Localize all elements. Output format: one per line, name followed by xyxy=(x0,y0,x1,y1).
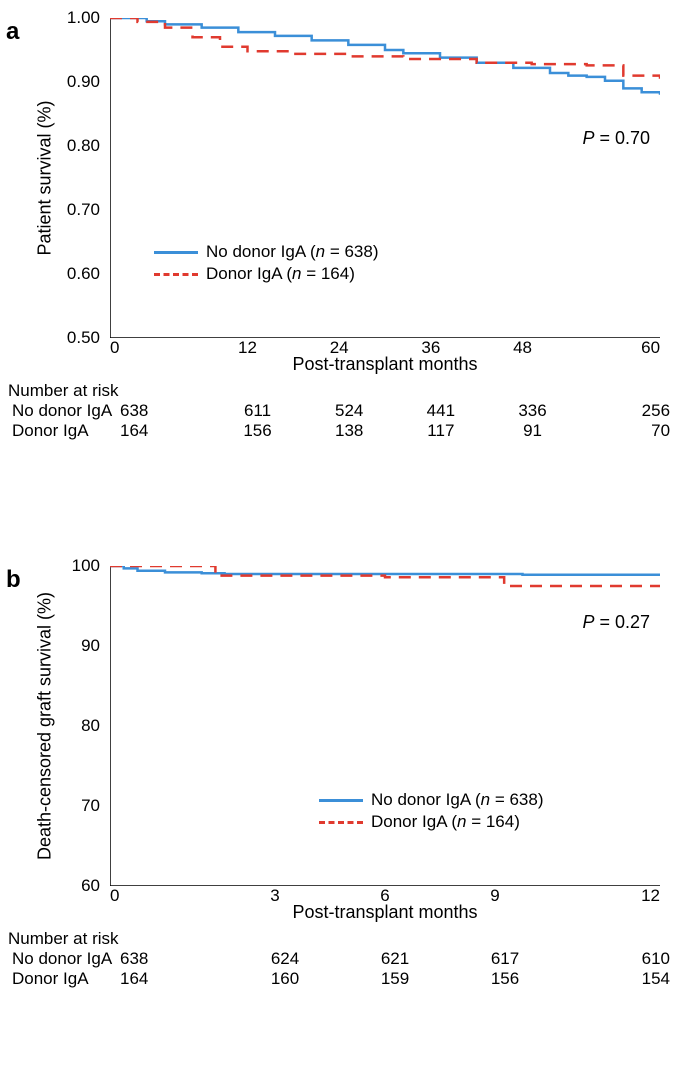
panel-b-risk-table: Number at risk No donor IgA6386246216176… xyxy=(0,929,688,989)
risk-cell: 638 xyxy=(120,401,212,421)
risk-cell: 621 xyxy=(340,949,450,969)
legend-swatch xyxy=(319,821,363,824)
panel-b-pvalue: P = 0.27 xyxy=(582,612,650,633)
risk-cell: 617 xyxy=(450,949,560,969)
xtick-label: 12 xyxy=(202,338,294,358)
legend-item: Donor IgA (n = 164) xyxy=(319,812,544,832)
panel-b-legend: No donor IgA (n = 638)Donor IgA (n = 164… xyxy=(319,790,544,834)
panel-b-svg xyxy=(110,566,660,886)
panel-a-svg xyxy=(110,18,660,338)
risk-cell: 624 xyxy=(230,949,340,969)
risk-cell: 336 xyxy=(487,401,579,421)
panel-b: b Death-censored graft survival (%) 6070… xyxy=(0,566,688,1046)
risk-cell: 256 xyxy=(578,401,670,421)
risk-cell: 164 xyxy=(120,969,230,989)
ytick-label: 70 xyxy=(81,796,110,816)
legend-item: No donor IgA (n = 638) xyxy=(154,242,379,262)
xtick-label: 0 xyxy=(110,886,220,906)
ytick-label: 0.70 xyxy=(67,200,110,220)
figure: a Patient survival (%) 0.500.600.700.800… xyxy=(0,18,688,1046)
risk-row-label: No donor IgA xyxy=(0,949,120,969)
risk-cell: 611 xyxy=(212,401,304,421)
panel-b-ylabel: Death-censored graft survival (%) xyxy=(35,592,56,860)
ytick-label: 80 xyxy=(81,716,110,736)
risk-cell: 441 xyxy=(395,401,487,421)
legend-item: Donor IgA (n = 164) xyxy=(154,264,379,284)
xtick-label: 60 xyxy=(568,338,660,358)
risk-row-label: Donor IgA xyxy=(0,969,120,989)
xtick-label: 12 xyxy=(550,886,660,906)
risk-row: Donor IgA164160159156154 xyxy=(0,969,688,989)
risk-cell: 159 xyxy=(340,969,450,989)
legend-swatch xyxy=(154,251,198,254)
panel-b-risk-title: Number at risk xyxy=(8,929,688,949)
ytick-label: 90 xyxy=(81,636,110,656)
panel-b-plot-area: Death-censored graft survival (%) 607080… xyxy=(110,566,660,886)
panel-a-risk-title: Number at risk xyxy=(8,381,688,401)
panel-a: a Patient survival (%) 0.500.600.700.800… xyxy=(0,18,688,498)
risk-cell: 156 xyxy=(212,421,304,441)
panel-a-pvalue: P = 0.70 xyxy=(582,128,650,149)
risk-cell: 164 xyxy=(120,421,212,441)
risk-cell: 138 xyxy=(303,421,395,441)
risk-cell: 524 xyxy=(303,401,395,421)
xtick-label: 48 xyxy=(477,338,569,358)
panel-a-legend: No donor IgA (n = 638)Donor IgA (n = 164… xyxy=(154,242,379,286)
risk-cell: 70 xyxy=(578,421,670,441)
risk-cell: 117 xyxy=(395,421,487,441)
panel-b-label: b xyxy=(6,566,21,594)
legend-text: No donor IgA (n = 638) xyxy=(206,242,379,262)
panel_b-series1-line xyxy=(110,566,660,575)
legend-text: Donor IgA (n = 164) xyxy=(371,812,520,832)
ytick-label: 0.80 xyxy=(67,136,110,156)
legend-swatch xyxy=(319,799,363,802)
ytick-label: 0.60 xyxy=(67,264,110,284)
legend-text: No donor IgA (n = 638) xyxy=(371,790,544,810)
risk-row: No donor IgA638624621617610 xyxy=(0,949,688,969)
panel-a-ylabel: Patient survival (%) xyxy=(35,100,56,255)
risk-cell: 154 xyxy=(560,969,670,989)
ytick-label: 60 xyxy=(81,876,110,896)
ytick-label: 0.90 xyxy=(67,72,110,92)
risk-row-label: No donor IgA xyxy=(0,401,120,421)
xtick-label: 0 xyxy=(110,338,202,358)
legend-swatch xyxy=(154,273,198,276)
risk-cell: 91 xyxy=(487,421,579,441)
risk-row-label: Donor IgA xyxy=(0,421,120,441)
ytick-label: 0.50 xyxy=(67,328,110,348)
legend-text: Donor IgA (n = 164) xyxy=(206,264,355,284)
panel-a-label: a xyxy=(6,18,19,46)
panel_a-series1-line xyxy=(110,18,660,95)
risk-row: No donor IgA638611524441336256 xyxy=(0,401,688,421)
risk-cell: 156 xyxy=(450,969,560,989)
risk-row: Donor IgA1641561381179170 xyxy=(0,421,688,441)
ytick-label: 1.00 xyxy=(67,8,110,28)
ytick-label: 100 xyxy=(72,556,110,576)
risk-cell: 610 xyxy=(560,949,670,969)
risk-cell: 160 xyxy=(230,969,340,989)
panel-a-risk-table: Number at risk No donor IgA6386115244413… xyxy=(0,381,688,441)
risk-cell: 638 xyxy=(120,949,230,969)
panel-a-plot-area: Patient survival (%) 0.500.600.700.800.9… xyxy=(110,18,660,338)
legend-item: No donor IgA (n = 638) xyxy=(319,790,544,810)
